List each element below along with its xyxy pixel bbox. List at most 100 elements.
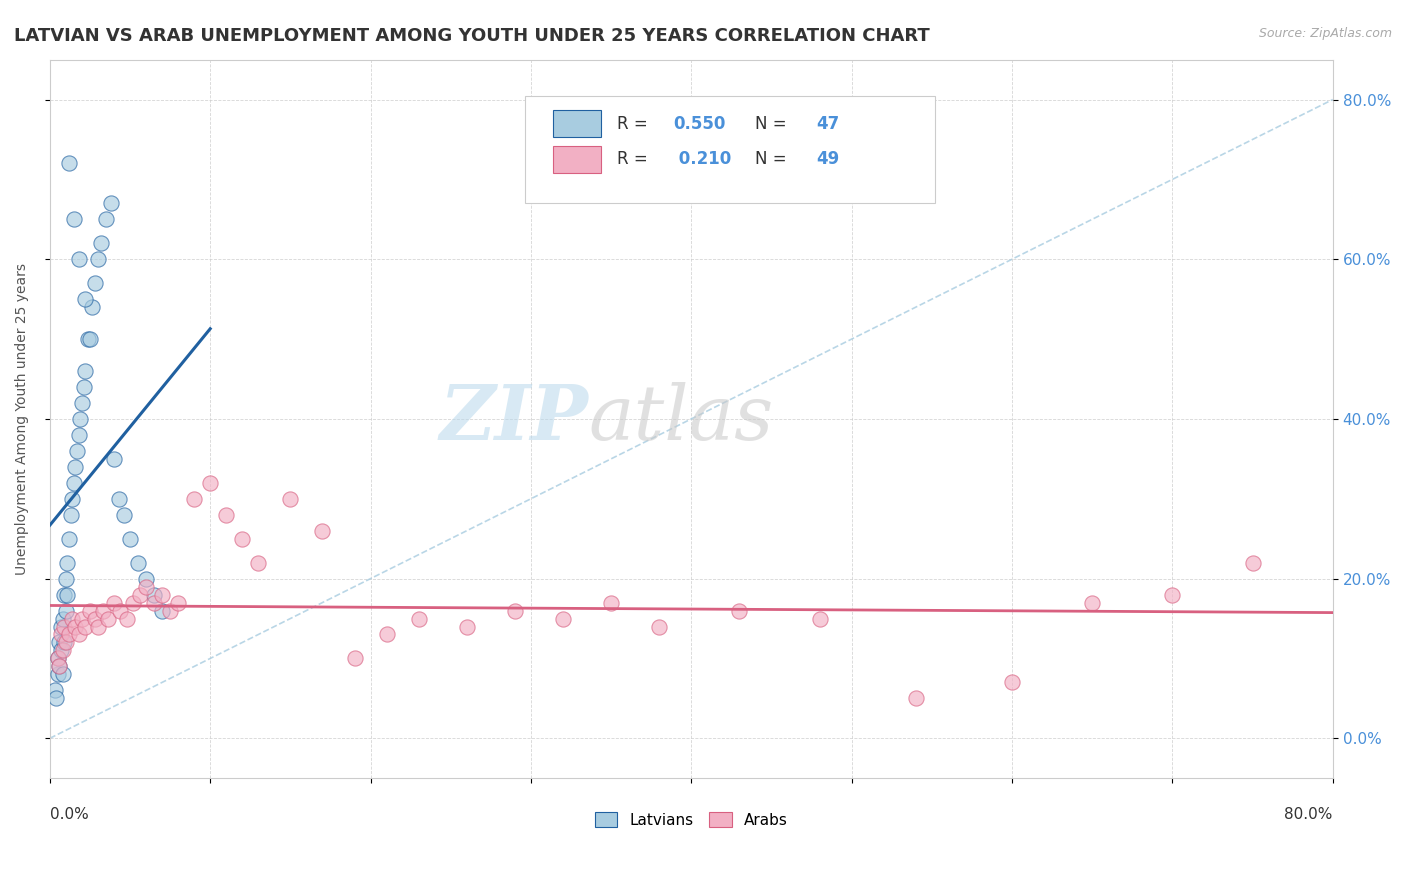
Text: 47: 47 [815,114,839,133]
Point [904,691,927,706]
Point [107,491,129,506]
Text: 80.0%: 80.0% [1285,807,1333,822]
Point [375,627,398,641]
Point [58,627,80,641]
FancyBboxPatch shape [553,110,602,137]
Point [83,611,105,625]
Point [112,508,135,522]
Point [70,396,93,410]
Point [1161,588,1184,602]
Point [808,611,831,625]
Point [60,491,83,506]
Text: 0.550: 0.550 [673,114,725,133]
Text: LATVIAN VS ARAB UNEMPLOYMENT AMONG YOUTH UNDER 25 YEARS CORRELATION CHART: LATVIAN VS ARAB UNEMPLOYMENT AMONG YOUTH… [14,27,929,45]
Point [135,580,157,594]
Point [55,572,77,586]
Point [79,332,101,346]
Point [58,156,80,170]
Point [503,603,526,617]
Point [127,556,149,570]
Text: N =: N = [755,114,793,133]
Point [408,611,430,625]
Point [77,332,100,346]
Point [343,651,366,665]
Point [60,611,83,625]
Point [45,691,67,706]
Point [59,508,82,522]
Point [135,572,157,586]
Legend: Latvians, Arabs: Latvians, Arabs [586,804,796,835]
Point [94,212,117,227]
Text: 0.210: 0.210 [673,151,731,169]
Point [67,428,90,442]
Point [48,659,70,673]
Text: ZIP: ZIP [440,382,589,456]
Point [311,524,333,538]
Point [75,364,97,378]
Point [49,627,72,641]
Point [46,651,69,665]
Point [72,380,94,394]
Point [128,588,150,602]
Point [63,475,86,490]
Point [49,619,72,633]
Point [87,619,110,633]
Point [75,619,97,633]
Point [55,603,77,617]
Point [143,596,166,610]
Point [52,667,75,681]
Text: N =: N = [755,151,793,169]
Point [122,596,145,610]
Point [115,611,138,625]
Point [200,475,222,490]
Point [67,627,90,641]
Text: R =: R = [617,151,652,169]
Point [1001,675,1024,690]
Point [118,532,141,546]
Point [48,635,70,649]
Point [53,588,76,602]
Point [90,236,112,251]
Point [600,596,623,610]
Point [75,292,97,306]
Text: 0.0%: 0.0% [49,807,89,822]
Point [110,603,132,617]
Point [1241,556,1264,570]
Point [79,603,101,617]
Point [66,443,89,458]
Point [52,611,75,625]
Point [103,451,125,466]
Point [67,252,90,267]
Point [280,491,302,506]
Point [48,659,70,673]
Point [143,588,166,602]
Point [58,532,80,546]
Point [69,412,91,426]
Point [103,596,125,610]
Text: 49: 49 [815,151,839,169]
Point [49,643,72,657]
Point [87,252,110,267]
Point [215,508,238,522]
Point [65,459,87,474]
Text: R =: R = [617,114,652,133]
Point [46,667,69,681]
Point [70,611,93,625]
Point [63,212,86,227]
Point [46,651,69,665]
FancyBboxPatch shape [553,145,602,173]
Point [167,596,190,610]
Point [83,276,105,290]
Point [100,196,122,211]
Text: Source: ZipAtlas.com: Source: ZipAtlas.com [1258,27,1392,40]
Point [231,532,253,546]
Point [44,683,66,698]
Point [97,611,120,625]
Point [65,619,87,633]
Point [1081,596,1104,610]
Point [648,619,671,633]
Point [55,635,77,649]
Point [728,603,751,617]
Point [91,603,114,617]
Point [53,635,76,649]
